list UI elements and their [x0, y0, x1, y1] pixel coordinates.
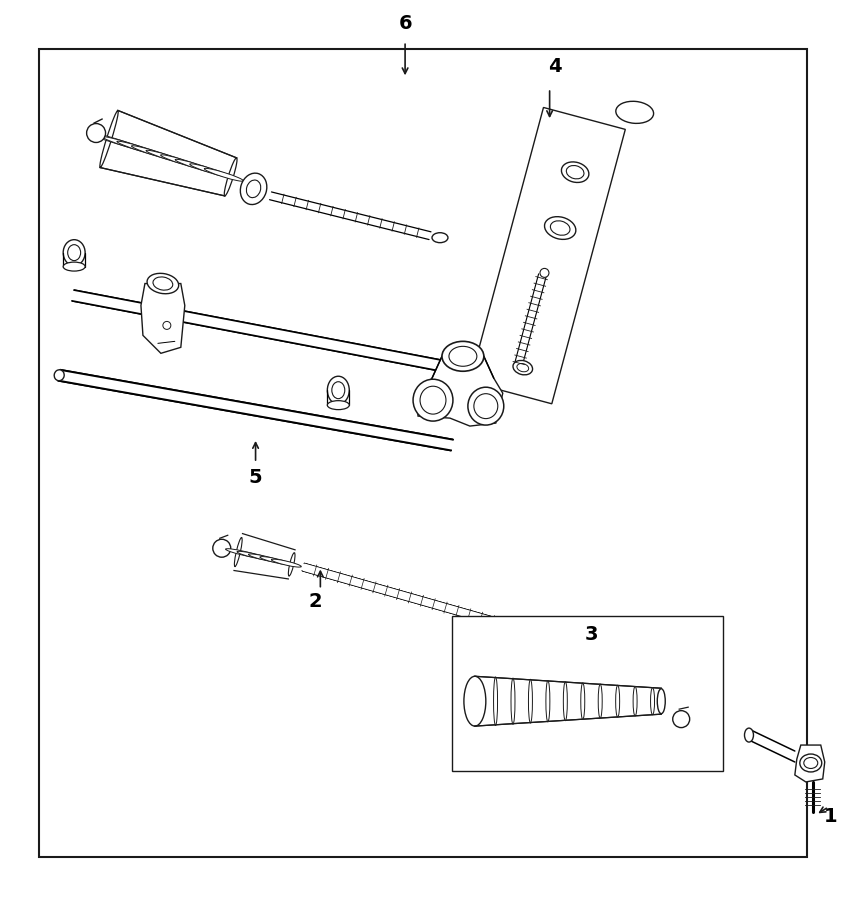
Ellipse shape	[474, 393, 498, 419]
Ellipse shape	[545, 217, 576, 239]
Ellipse shape	[260, 556, 291, 565]
Ellipse shape	[175, 159, 218, 174]
Ellipse shape	[241, 173, 267, 204]
Ellipse shape	[327, 376, 349, 404]
Ellipse shape	[513, 360, 533, 375]
Ellipse shape	[132, 146, 181, 162]
Ellipse shape	[633, 687, 637, 716]
Ellipse shape	[745, 728, 753, 742]
Text: 1: 1	[824, 807, 837, 826]
Polygon shape	[416, 356, 503, 426]
Ellipse shape	[235, 537, 242, 567]
Ellipse shape	[100, 111, 119, 167]
Text: 5: 5	[249, 468, 262, 488]
Ellipse shape	[224, 158, 237, 196]
Ellipse shape	[494, 677, 498, 725]
Ellipse shape	[464, 676, 486, 726]
Polygon shape	[100, 111, 236, 196]
Ellipse shape	[204, 168, 243, 181]
Ellipse shape	[566, 166, 584, 179]
Ellipse shape	[225, 549, 262, 558]
Polygon shape	[234, 534, 295, 579]
Polygon shape	[475, 676, 662, 726]
Bar	[39, 50, 807, 857]
Ellipse shape	[511, 678, 515, 725]
Ellipse shape	[507, 621, 523, 632]
Polygon shape	[141, 284, 184, 354]
Polygon shape	[72, 290, 456, 374]
Ellipse shape	[432, 233, 448, 243]
Ellipse shape	[546, 680, 550, 722]
Ellipse shape	[87, 132, 144, 150]
Ellipse shape	[102, 137, 156, 154]
Ellipse shape	[616, 102, 654, 123]
Ellipse shape	[800, 754, 822, 772]
Ellipse shape	[517, 364, 528, 372]
Ellipse shape	[190, 164, 231, 177]
Ellipse shape	[163, 321, 171, 329]
Ellipse shape	[413, 379, 453, 421]
Ellipse shape	[87, 123, 106, 142]
Ellipse shape	[657, 688, 665, 714]
Ellipse shape	[327, 400, 349, 410]
Bar	[452, 616, 723, 771]
Ellipse shape	[442, 341, 484, 372]
Ellipse shape	[540, 268, 549, 277]
Ellipse shape	[153, 277, 172, 290]
Ellipse shape	[598, 684, 602, 718]
Ellipse shape	[804, 758, 818, 769]
Ellipse shape	[63, 239, 85, 266]
Ellipse shape	[561, 162, 589, 183]
Ellipse shape	[213, 539, 230, 557]
Ellipse shape	[247, 180, 261, 198]
Ellipse shape	[563, 681, 567, 721]
Ellipse shape	[249, 554, 281, 562]
Ellipse shape	[147, 274, 178, 293]
Ellipse shape	[449, 346, 477, 366]
Ellipse shape	[237, 552, 272, 560]
Ellipse shape	[528, 680, 533, 723]
Ellipse shape	[332, 382, 345, 399]
Text: 3: 3	[585, 625, 598, 643]
Ellipse shape	[68, 245, 81, 261]
Text: 2: 2	[308, 592, 322, 611]
Ellipse shape	[581, 683, 585, 719]
Ellipse shape	[117, 141, 169, 158]
Ellipse shape	[420, 386, 446, 414]
Text: 4: 4	[548, 57, 561, 76]
Ellipse shape	[673, 711, 689, 727]
Ellipse shape	[271, 559, 301, 567]
Polygon shape	[58, 370, 453, 450]
Ellipse shape	[468, 387, 504, 425]
Ellipse shape	[63, 262, 85, 271]
Ellipse shape	[55, 370, 64, 381]
Ellipse shape	[551, 220, 570, 235]
Ellipse shape	[650, 688, 655, 715]
Ellipse shape	[288, 553, 295, 576]
Ellipse shape	[146, 150, 194, 166]
Polygon shape	[302, 563, 506, 628]
Polygon shape	[470, 107, 625, 404]
Text: 6: 6	[398, 14, 412, 33]
Ellipse shape	[160, 155, 206, 169]
Ellipse shape	[616, 685, 620, 717]
Polygon shape	[795, 745, 824, 782]
